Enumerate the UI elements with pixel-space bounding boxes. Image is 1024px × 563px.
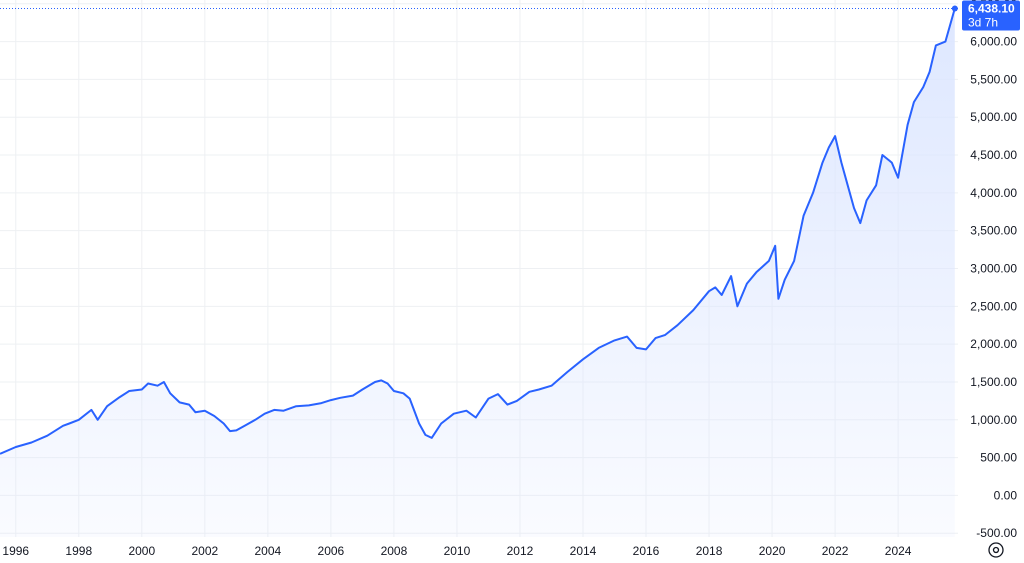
area-layer (0, 8, 955, 537)
x-tick-label: 1998 (65, 544, 92, 558)
x-tick-label: 2020 (759, 544, 786, 558)
x-tick-label: 2000 (128, 544, 155, 558)
y-tick-label: 3,500.00 (970, 224, 1017, 238)
last-price-label: 6,438.10 (968, 1, 1015, 15)
x-tick-label: 2012 (507, 544, 534, 558)
y-tick-label: 5,000.00 (970, 110, 1017, 124)
y-tick-label: 500.00 (980, 451, 1017, 465)
x-tick-label: 2014 (570, 544, 597, 558)
y-tick-label: 6,000.00 (970, 35, 1017, 49)
line-layer (0, 5, 958, 455)
countdown-label: 3d 7h (968, 15, 998, 29)
last-value-badge: 6,438.10 3d 7h (962, 0, 1020, 31)
x-tick-label: 1996 (2, 544, 29, 558)
x-tick-label: 2022 (822, 544, 849, 558)
series-line (0, 8, 956, 455)
y-tick-label: 2,500.00 (970, 299, 1017, 313)
badge-background (962, 0, 1020, 31)
x-tick-label: 2008 (381, 544, 408, 558)
x-tick-label: 2018 (696, 544, 723, 558)
gear-icon-center (992, 546, 1000, 554)
x-tick-label: 2016 (633, 544, 660, 558)
y-tick-label: 4,000.00 (970, 186, 1017, 200)
x-axis: 1996 1998 2000 2002 2004 2006 2008 2010 2012 2014… (2, 544, 911, 558)
x-tick-label: 2024 (885, 544, 912, 558)
x-tick-label: 2004 (255, 544, 282, 558)
y-tick-label: 5,500.00 (970, 72, 1017, 86)
y-tick-label: 2,000.00 (970, 337, 1017, 351)
y-tick-label: 1,500.00 (970, 375, 1017, 389)
y-tick-label: 4,500.00 (970, 148, 1017, 162)
y-tick-label: 0.00 (994, 488, 1018, 502)
x-tick-label: 2006 (318, 544, 345, 558)
x-tick-label: 2002 (191, 544, 218, 558)
x-tick-label: 2010 (444, 544, 471, 558)
y-tick-label: 1,000.00 (970, 413, 1017, 427)
series-area (0, 8, 955, 537)
chart-settings-button[interactable] (988, 542, 1004, 558)
gear-icon (988, 542, 1004, 558)
y-tick-label: 3,000.00 (970, 262, 1017, 276)
last-value-dot (951, 5, 958, 12)
y-axis: -500.00 0.00 500.00 1,000.00 1,500.00 2,000.0… (970, 0, 1017, 540)
y-tick-label: -500.00 (976, 526, 1017, 540)
